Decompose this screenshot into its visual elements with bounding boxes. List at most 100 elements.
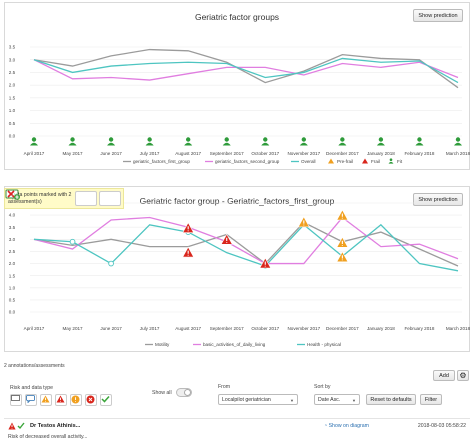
legend-item[interactable]: Health - physical: [297, 342, 341, 347]
checkmark-icon: [101, 395, 110, 403]
settings-button[interactable]: ⚙: [457, 370, 469, 381]
y-tick-label: 0.5: [9, 121, 16, 126]
legend-item[interactable]: Motility: [145, 342, 170, 347]
show-all-label: Show all: [152, 390, 172, 396]
warning-alert-icon[interactable]: [336, 236, 349, 248]
filter-type-speech[interactable]: [25, 394, 37, 406]
add-annotation-button[interactable]: Add: [433, 370, 455, 381]
warning-alert-icon[interactable]: [297, 216, 310, 228]
gear-icon: ⚙: [459, 370, 467, 380]
x-tick-label: June 2017: [100, 326, 122, 331]
fit-status-marker[interactable]: [145, 137, 154, 146]
fit-status-marker[interactable]: [415, 137, 424, 146]
annotations-count: 2 annotations/assessments: [4, 363, 65, 369]
marked-data-point[interactable]: [108, 260, 114, 267]
chart1-title: Geriatric factor groups: [194, 12, 280, 22]
show-on-diagram-label: Show on diagram: [328, 423, 369, 429]
filter-type-ok[interactable]: [100, 394, 112, 406]
risk-alert-icon[interactable]: [220, 233, 233, 245]
fit-status-marker[interactable]: [338, 137, 347, 146]
show-prediction-button[interactable]: Show prediction: [413, 9, 463, 22]
x-tick-label: September 2017: [210, 326, 244, 331]
x-tick-label: May 2017: [62, 151, 83, 156]
series-line-1[interactable]: [33, 216, 459, 265]
warning-alert-icon[interactable]: [336, 209, 349, 221]
x-tick-label: October 2017: [251, 151, 279, 156]
x-tick-label: March 2018: [446, 151, 471, 156]
sort-select[interactable]: Date Asc. ▼: [314, 394, 360, 405]
legend-item[interactable]: basic_activities_of_daily_living: [193, 342, 266, 347]
from-select[interactable]: Localpilot geriatrician ▼: [218, 394, 298, 405]
series-line-2[interactable]: [33, 57, 459, 84]
legend-item[interactable]: geriatric_factors_second_group: [205, 159, 280, 164]
x-tick-label: March 2018: [446, 326, 471, 331]
x-tick-label: August 2017: [175, 326, 201, 331]
filter-type-risk-high[interactable]: [55, 394, 67, 406]
risk-alert-icon[interactable]: [259, 257, 272, 269]
y-tick-label: 1.5: [9, 273, 16, 278]
risk-high-icon: [56, 395, 65, 403]
fit-status-marker[interactable]: [222, 137, 231, 146]
fit-status-marker[interactable]: [184, 137, 193, 146]
y-tick-label: 3.5: [9, 225, 16, 230]
chevron-down-icon: ▼: [290, 398, 294, 403]
chart2-title: Geriatric factor group - Geriatric_facto…: [139, 196, 335, 206]
clear-selection-button[interactable]: [7, 190, 121, 206]
marked-points-text: 4 data points marked with 2 assessment(s…: [8, 191, 72, 205]
annotation-record[interactable]: Dr Testos Athinis... Risk of decreased o…: [4, 418, 470, 444]
x-tick-label: August 2017: [175, 151, 201, 156]
y-tick-label: 0.0: [9, 310, 16, 315]
reset-defaults-button[interactable]: Reset to defaults: [366, 394, 416, 405]
fit-status-marker[interactable]: [30, 137, 38, 146]
warning-circle-icon: [71, 395, 80, 404]
series-line-2[interactable]: [33, 223, 459, 272]
y-tick-label: 3.0: [9, 57, 16, 62]
fit-status-marker[interactable]: [299, 137, 308, 146]
fit-status-marker[interactable]: [107, 137, 116, 146]
show-all-toggle[interactable]: [176, 388, 192, 397]
filter-button[interactable]: Filter: [420, 394, 442, 405]
filter-type-alert[interactable]: [40, 394, 52, 406]
fit-status-marker[interactable]: [261, 137, 270, 146]
risk-alert-icon[interactable]: [182, 246, 195, 258]
legend-item[interactable]: Frail: [362, 158, 380, 165]
warning-alert-icon[interactable]: [336, 251, 349, 263]
legend-item[interactable]: Overall: [291, 159, 316, 164]
chevron-down-icon: ▼: [352, 398, 356, 403]
y-tick-label: 0.0: [9, 134, 16, 139]
y-tick-label: 2.0: [9, 261, 16, 266]
record-status-icons: [8, 422, 25, 430]
chart1-plot[interactable]: 3.5 3.0 2.5 2.0 1.5 1.0 0.5 0.0 April 2017 May 20…: [5, 3, 471, 171]
show-on-diagram-link[interactable]: ◔ Show on diagram: [324, 423, 369, 429]
marked-data-point[interactable]: [69, 238, 76, 245]
x-tick-label: May 2017: [62, 326, 83, 331]
geriatric-factor-first-group-panel: Geriatric factor group - Geriatric_facto…: [4, 186, 471, 353]
legend-label: Pre-frail: [337, 159, 353, 164]
fit-status-marker[interactable]: [68, 137, 77, 146]
x-tick-label: July 2017: [140, 151, 160, 156]
x-tick-label: January 2018: [367, 326, 395, 331]
y-tick-label: 2.5: [9, 249, 16, 254]
legend-item[interactable]: geriatric_factors_first_group: [123, 159, 190, 164]
series-line-1[interactable]: [33, 59, 459, 81]
risk-alert-icon[interactable]: [182, 222, 195, 234]
y-tick-label: 4.0: [9, 213, 16, 218]
legend-item[interactable]: Fit: [388, 158, 403, 164]
annotation-filters: Risk and data type Show all From Localpi…: [4, 380, 470, 414]
add-assessment-button[interactable]: [5, 189, 97, 206]
filter-type-warning[interactable]: [70, 394, 82, 406]
sort-select-value: Date Asc.: [318, 396, 341, 403]
filter-type-comment[interactable]: [10, 394, 22, 406]
filter-type-error[interactable]: [85, 394, 97, 406]
legend-label: Motility: [155, 342, 170, 347]
legend-label: geriatric_factors_second_group: [215, 159, 280, 164]
fit-status-marker[interactable]: [454, 137, 462, 146]
x-tick-label: April 2017: [24, 151, 45, 156]
series-line-0[interactable]: [33, 221, 459, 267]
x-tick-label: November 2017: [287, 326, 320, 331]
series-line-0[interactable]: [33, 48, 459, 89]
x-tick-label: September 2017: [210, 151, 244, 156]
legend-item[interactable]: Pre-frail: [328, 158, 353, 165]
fit-status-marker[interactable]: [376, 137, 385, 146]
